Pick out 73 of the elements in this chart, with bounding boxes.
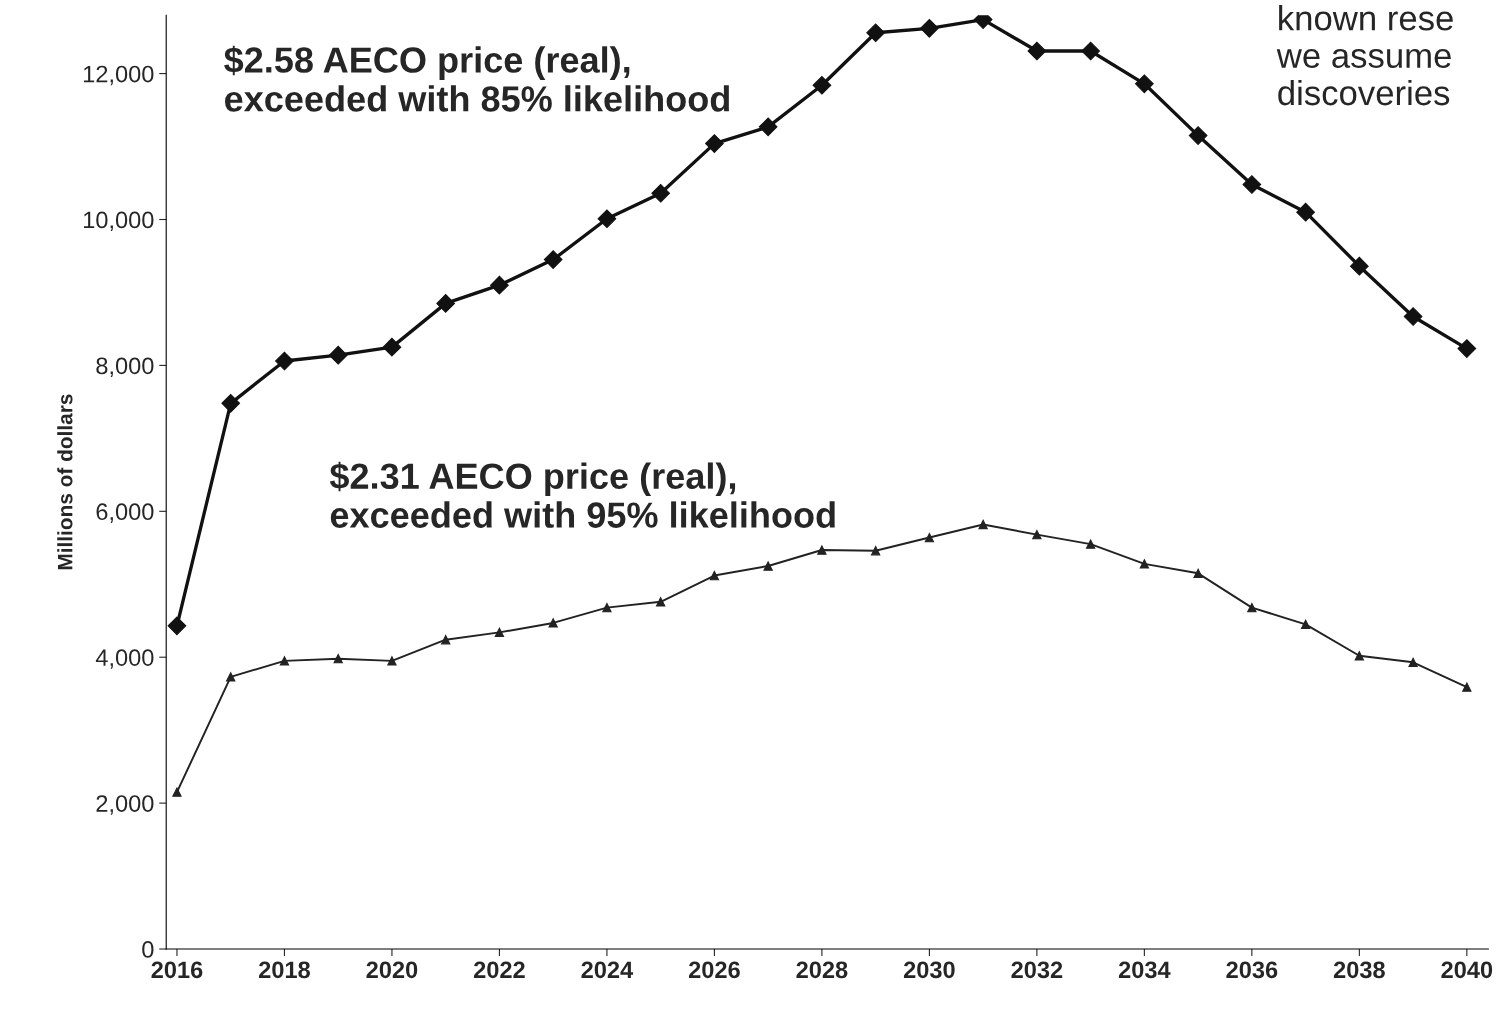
x-tick-label: 2016 [151, 961, 203, 979]
point [655, 597, 666, 607]
point [709, 570, 720, 581]
point [333, 653, 343, 664]
point [1027, 41, 1047, 61]
annotation: $2.31 AECO price (real), exceeded with 95% likelihood [329, 461, 835, 528]
point [275, 351, 294, 371]
annotation: known rese we assume discoveries [1276, 5, 1453, 106]
point [866, 23, 885, 43]
annotation: $2.58 AECO price (real), exceeded with 85% likelihood [224, 45, 729, 112]
point [436, 294, 456, 313]
x-tick-label: 2018 [259, 961, 310, 979]
y-tick-label: 12,000 [84, 65, 154, 86]
x-tick-label: 2034 [1118, 961, 1171, 979]
x-tick-label: 2036 [1226, 961, 1278, 979]
point [924, 532, 935, 543]
x-tick-label: 2038 [1333, 961, 1385, 979]
point [1135, 74, 1154, 94]
point [1193, 568, 1203, 578]
x-tick-label: 2026 [688, 961, 740, 979]
point [763, 561, 773, 571]
y-axis-title: Millions of dollars [57, 394, 73, 570]
point [279, 656, 290, 666]
y-tick-label: 10,000 [84, 211, 154, 232]
point [494, 627, 505, 638]
point [1188, 126, 1208, 145]
point [817, 545, 827, 555]
point [543, 250, 563, 269]
point [1085, 539, 1096, 549]
point [172, 787, 182, 797]
point [1032, 529, 1042, 540]
point [705, 134, 724, 153]
y-tick-label: 4,000 [95, 649, 154, 669]
point [1300, 619, 1311, 630]
point [441, 635, 451, 645]
point [870, 546, 881, 556]
y-tick-label: 2,000 [96, 795, 154, 815]
point [167, 616, 187, 636]
point [1296, 202, 1315, 222]
point [382, 337, 402, 357]
point [1403, 307, 1423, 326]
point [1081, 41, 1100, 61]
point [602, 602, 612, 613]
x-tick-label: 2022 [473, 961, 525, 979]
x-tick-label: 2020 [366, 961, 418, 979]
point [387, 656, 397, 666]
point [548, 618, 558, 628]
x-tick-label: 2040 [1441, 961, 1493, 979]
point [1242, 175, 1262, 194]
point [1354, 651, 1365, 661]
x-tick-label: 2024 [581, 961, 634, 979]
point [1349, 256, 1369, 276]
point [978, 519, 988, 530]
point [758, 117, 778, 137]
x-tick-label: 2028 [796, 961, 848, 979]
point [490, 275, 509, 295]
point [1139, 559, 1150, 569]
point [597, 209, 617, 229]
y-tick-label: 8,000 [96, 357, 154, 377]
point [221, 393, 241, 413]
point [1408, 657, 1418, 668]
point [651, 183, 671, 203]
point [226, 672, 236, 682]
point [1247, 602, 1257, 613]
y-tick-label: 6,000 [96, 503, 154, 523]
point [920, 19, 939, 38]
point [328, 345, 348, 365]
point [1462, 682, 1472, 692]
x-tick-label: 2030 [903, 961, 955, 979]
y-tick-label: 0 [142, 941, 154, 958]
point [812, 75, 832, 95]
point [1457, 339, 1477, 358]
x-tick-label: 2032 [1011, 961, 1063, 979]
